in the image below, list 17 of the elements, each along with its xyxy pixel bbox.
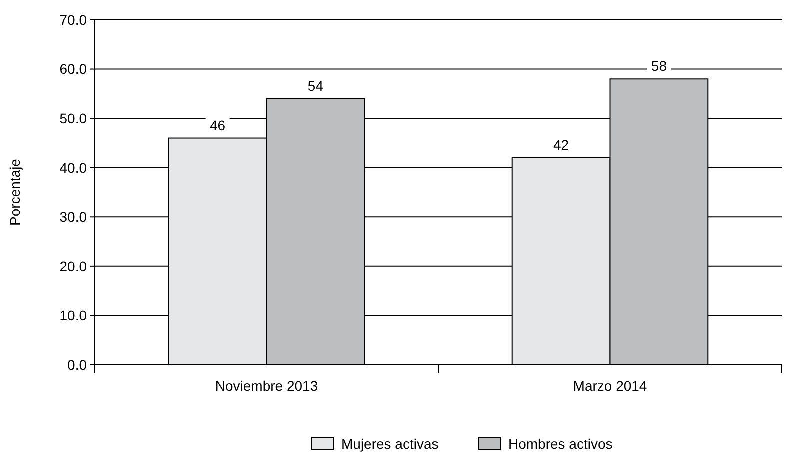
y-tick-label: 0.0 bbox=[68, 356, 88, 373]
data-label: 58 bbox=[651, 58, 668, 74]
y-tick-label: 20.0 bbox=[60, 258, 88, 274]
y-tick-label: 60.0 bbox=[60, 61, 88, 78]
data-label: 42 bbox=[554, 137, 570, 153]
y-tick-label: 30.0 bbox=[60, 209, 88, 226]
legend-label: Mujeres activas bbox=[342, 436, 439, 452]
y-axis-title: Porcentaje bbox=[7, 158, 23, 226]
y-tick-label: 40.0 bbox=[60, 160, 88, 176]
data-label: 54 bbox=[308, 78, 324, 94]
legend-label: Hombres activos bbox=[508, 436, 613, 452]
data-label: 46 bbox=[210, 117, 226, 134]
x-tick-label: Marzo 2014 bbox=[573, 378, 648, 394]
y-tick-label: 70.0 bbox=[60, 12, 88, 28]
y-tick-label: 50.0 bbox=[60, 110, 88, 126]
y-tick-label: 10.0 bbox=[60, 308, 88, 324]
x-tick-label: Noviembre 2013 bbox=[215, 378, 318, 394]
